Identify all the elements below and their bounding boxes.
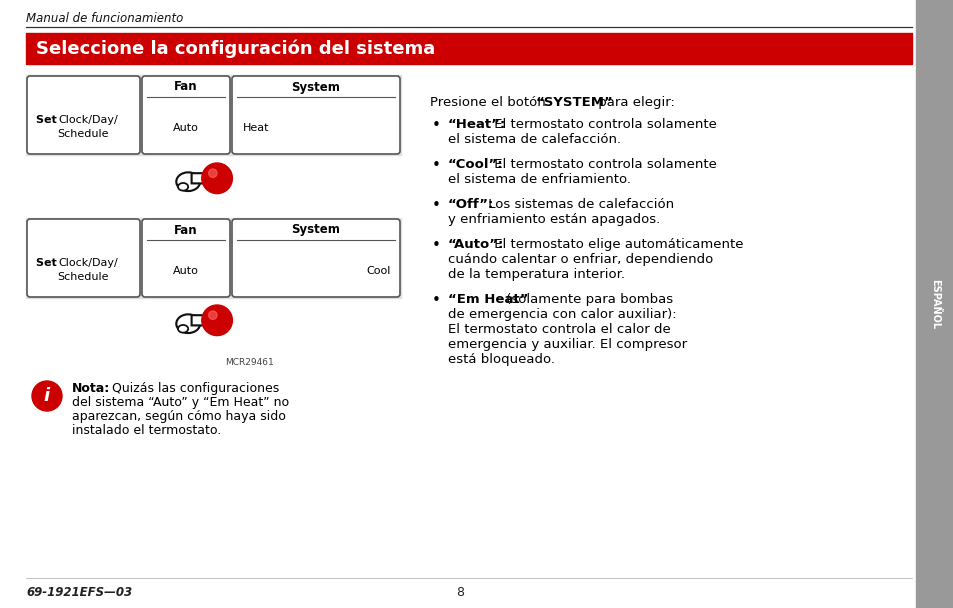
Text: “Auto”:: “Auto”:	[448, 238, 504, 251]
Bar	[26, 75, 400, 155]
Bar	[26, 33, 911, 64]
Text: “Off”:: “Off”:	[448, 198, 494, 211]
FancyBboxPatch shape	[142, 219, 230, 297]
Text: “Em Heat”: “Em Heat”	[448, 293, 528, 306]
Text: Nota:: Nota:	[71, 382, 111, 395]
Bar	[26, 218, 400, 298]
Text: de emergencia con calor auxiliar):: de emergencia con calor auxiliar):	[448, 308, 676, 321]
Text: El termostato controla solamente: El termostato controla solamente	[490, 158, 716, 171]
Text: Cool: Cool	[366, 266, 391, 276]
Text: Schedule: Schedule	[58, 129, 110, 139]
Text: Set: Set	[36, 258, 61, 268]
Text: Heat: Heat	[243, 123, 269, 133]
Text: Fan: Fan	[174, 80, 197, 94]
Text: ESPAÑOL: ESPAÑOL	[929, 279, 939, 329]
FancyBboxPatch shape	[27, 76, 140, 154]
Text: •: •	[431, 198, 440, 213]
Text: y enfriamiento están apagados.: y enfriamiento están apagados.	[448, 213, 659, 226]
Circle shape	[32, 381, 62, 411]
Text: “Heat”:: “Heat”:	[448, 118, 506, 131]
Text: Clock/Day/: Clock/Day/	[58, 115, 117, 125]
FancyBboxPatch shape	[142, 76, 230, 154]
Text: para elegir:: para elegir:	[594, 96, 674, 109]
Text: •: •	[431, 293, 440, 308]
Text: i: i	[44, 387, 50, 405]
Ellipse shape	[176, 172, 200, 191]
Text: Auto: Auto	[172, 266, 199, 276]
Text: Clock/Day/: Clock/Day/	[58, 258, 117, 268]
Text: Quizás las configuraciones: Quizás las configuraciones	[108, 382, 279, 395]
Text: emergencia y auxiliar. El compresor: emergencia y auxiliar. El compresor	[448, 338, 686, 351]
Text: System: System	[292, 80, 340, 94]
Text: System: System	[292, 224, 340, 237]
Bar	[915, 0, 953, 608]
Circle shape	[209, 311, 217, 319]
Circle shape	[202, 163, 233, 193]
Text: aparezcan, según cómo haya sido: aparezcan, según cómo haya sido	[71, 410, 286, 423]
Text: de la temperatura interior.: de la temperatura interior.	[448, 268, 624, 281]
Text: Manual de funcionamiento: Manual de funcionamiento	[26, 12, 183, 24]
Text: Fan: Fan	[174, 224, 197, 237]
Text: está bloqueado.: está bloqueado.	[448, 353, 555, 366]
Text: del sistema “Auto” y “Em Heat” no: del sistema “Auto” y “Em Heat” no	[71, 396, 289, 409]
Text: cuándo calentar o enfriar, dependiendo: cuándo calentar o enfriar, dependiendo	[448, 253, 713, 266]
FancyBboxPatch shape	[232, 76, 399, 154]
Text: •: •	[431, 118, 440, 133]
Circle shape	[209, 169, 217, 178]
Polygon shape	[192, 173, 209, 184]
Text: Los sistemas de calefacción: Los sistemas de calefacción	[483, 198, 674, 211]
Text: Set: Set	[36, 115, 61, 125]
Text: •: •	[431, 238, 440, 253]
FancyBboxPatch shape	[232, 219, 399, 297]
Text: •: •	[431, 158, 440, 173]
Text: 69-1921EFS—03: 69-1921EFS—03	[26, 586, 132, 598]
FancyBboxPatch shape	[27, 219, 140, 297]
Text: 8: 8	[456, 586, 463, 598]
Text: el sistema de enfriamiento.: el sistema de enfriamiento.	[448, 173, 630, 186]
Text: Presione el botón: Presione el botón	[430, 96, 550, 109]
Text: Schedule: Schedule	[58, 272, 110, 282]
Text: “Cool”:: “Cool”:	[448, 158, 503, 171]
Text: MCR29461: MCR29461	[226, 358, 274, 367]
Ellipse shape	[176, 314, 200, 333]
Polygon shape	[192, 315, 209, 325]
Text: (solamente para bombas: (solamente para bombas	[501, 293, 673, 306]
Text: “SYSTEM”: “SYSTEM”	[536, 96, 613, 109]
Ellipse shape	[178, 325, 188, 333]
Text: El termostato controla solamente: El termostato controla solamente	[490, 118, 716, 131]
Text: instalado el termostato.: instalado el termostato.	[71, 424, 221, 437]
Text: el sistema de calefacción.: el sistema de calefacción.	[448, 133, 620, 146]
Text: El termostato elige automáticamente: El termostato elige automáticamente	[490, 238, 742, 251]
Circle shape	[202, 305, 233, 336]
Text: Seleccione la configuración del sistema: Seleccione la configuración del sistema	[36, 40, 435, 58]
Text: Auto: Auto	[172, 123, 199, 133]
Text: El termostato controla el calor de: El termostato controla el calor de	[448, 323, 670, 336]
Ellipse shape	[178, 183, 188, 191]
